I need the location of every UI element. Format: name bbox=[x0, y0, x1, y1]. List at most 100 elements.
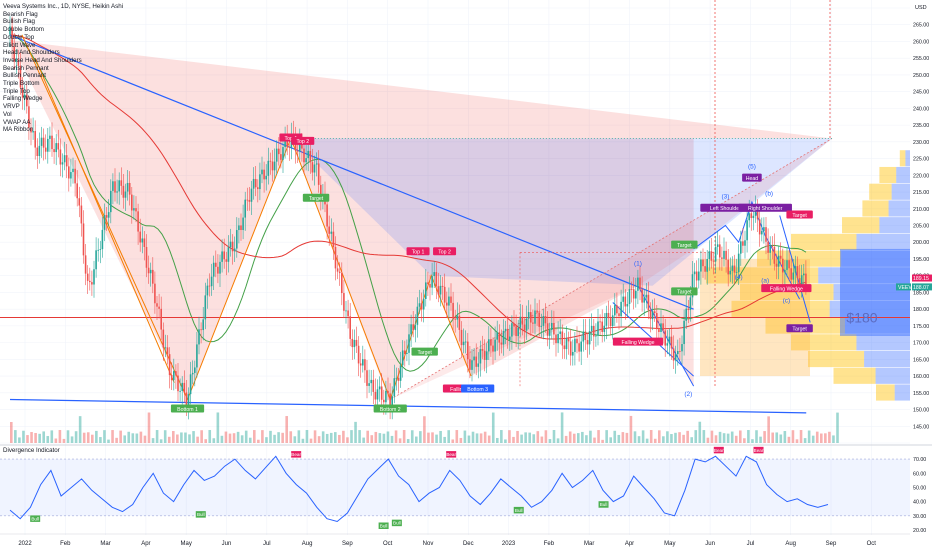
volume-bar bbox=[224, 431, 228, 443]
candle-body bbox=[34, 131, 36, 148]
volume-bar bbox=[560, 412, 564, 443]
candle-body bbox=[72, 168, 74, 173]
candle-body bbox=[341, 273, 343, 294]
volume-bar bbox=[216, 412, 220, 443]
candle-body bbox=[490, 339, 492, 346]
candle-body bbox=[84, 255, 87, 274]
volume-bar bbox=[95, 430, 98, 443]
candle-body bbox=[124, 191, 127, 198]
candle-body bbox=[49, 135, 51, 139]
candle-body bbox=[551, 322, 553, 330]
candle-body bbox=[408, 334, 410, 353]
candle-body bbox=[557, 333, 559, 344]
volume-bar bbox=[139, 431, 143, 443]
candle-body bbox=[307, 150, 309, 159]
candle-body bbox=[202, 319, 204, 331]
candle-body bbox=[252, 178, 255, 189]
volume-bar bbox=[232, 433, 236, 443]
time-tick-label: Jul bbox=[263, 541, 271, 547]
candle-body bbox=[389, 393, 391, 407]
volume-bar bbox=[783, 431, 787, 443]
candle-body bbox=[179, 390, 181, 392]
volume-bar bbox=[431, 432, 434, 443]
pattern-label-bg bbox=[411, 347, 438, 356]
indicator-name: VRVP bbox=[3, 103, 20, 111]
volume-bar bbox=[568, 431, 572, 443]
candle-body bbox=[752, 215, 755, 219]
volume-bar bbox=[759, 436, 762, 443]
candle-body bbox=[160, 308, 162, 330]
candle-body bbox=[494, 339, 496, 352]
candle-body bbox=[82, 223, 85, 256]
candle-body bbox=[229, 241, 232, 248]
candle-body bbox=[519, 316, 522, 328]
candle-body bbox=[244, 199, 246, 218]
volume-bar bbox=[641, 430, 645, 443]
vrvp-up-bar bbox=[833, 367, 876, 384]
candle-body bbox=[299, 141, 301, 152]
indicator-name: Bearish Pennant bbox=[3, 64, 49, 72]
indicator-name: Double Bottom bbox=[3, 26, 44, 34]
volume-bar bbox=[147, 412, 151, 443]
volume-bar bbox=[244, 430, 248, 443]
time-tick-label: Feb bbox=[544, 541, 555, 547]
time-tick-label: May bbox=[664, 541, 675, 547]
candle-body bbox=[576, 338, 578, 344]
vrvp-up-bar bbox=[899, 150, 906, 167]
candle-body bbox=[769, 246, 771, 253]
candle-body bbox=[320, 184, 322, 198]
candle-body bbox=[120, 180, 123, 186]
volume-bar bbox=[248, 437, 252, 443]
candle-body bbox=[635, 290, 637, 299]
volume-bar bbox=[155, 430, 159, 443]
candle-body bbox=[450, 296, 452, 303]
price-axis-bg bbox=[910, 0, 932, 443]
candle-body bbox=[173, 371, 175, 381]
candle-body bbox=[370, 379, 372, 384]
candle-body bbox=[135, 208, 137, 212]
volume-bar bbox=[714, 435, 718, 443]
candle-body bbox=[141, 238, 144, 243]
indicator-name: MA Ribbon bbox=[3, 126, 34, 134]
candle-body bbox=[196, 344, 198, 368]
candle-body bbox=[240, 225, 242, 231]
pattern-label-text: Target bbox=[792, 327, 807, 333]
candle-body bbox=[437, 286, 440, 295]
support-line bbox=[9, 398, 807, 414]
volume-bar bbox=[196, 436, 199, 443]
elliott-wave-label: (5) bbox=[748, 164, 756, 171]
volume-bar bbox=[451, 439, 455, 443]
indicator-legend: Veeva Systems Inc., 1D, NYSE, Heikin Ash… bbox=[3, 3, 123, 134]
candle-body bbox=[336, 268, 339, 272]
candle-body bbox=[63, 155, 66, 163]
time-tick-label: Nov bbox=[423, 541, 434, 547]
volume-bar bbox=[54, 438, 58, 443]
volume-bar bbox=[58, 430, 62, 443]
candle-body bbox=[670, 336, 673, 349]
candle-body bbox=[273, 161, 276, 171]
volume-bar bbox=[467, 435, 471, 443]
candle-body bbox=[788, 260, 790, 269]
candle-body bbox=[624, 296, 627, 307]
volume-bar bbox=[107, 439, 110, 443]
elliott-wave-label: (1) bbox=[634, 261, 642, 268]
candle-body bbox=[601, 321, 603, 332]
candle-body bbox=[687, 308, 690, 311]
candle-body bbox=[51, 135, 53, 150]
volume-bar bbox=[70, 436, 74, 443]
candle-body bbox=[139, 231, 141, 243]
candle-body bbox=[89, 280, 91, 283]
volume-bar bbox=[354, 421, 357, 443]
candle-body bbox=[643, 297, 645, 303]
candle-body bbox=[630, 289, 633, 290]
volume-bar bbox=[277, 432, 280, 443]
pattern-label-text: Bottom 2 bbox=[380, 407, 401, 413]
volume-bar bbox=[455, 430, 459, 443]
candle-body bbox=[691, 274, 694, 298]
candle-body bbox=[681, 344, 683, 352]
candle-body bbox=[559, 331, 561, 334]
volume-bar bbox=[305, 430, 309, 443]
candle-body bbox=[431, 276, 433, 288]
candle-body bbox=[775, 263, 778, 267]
volume-bar bbox=[334, 432, 337, 443]
